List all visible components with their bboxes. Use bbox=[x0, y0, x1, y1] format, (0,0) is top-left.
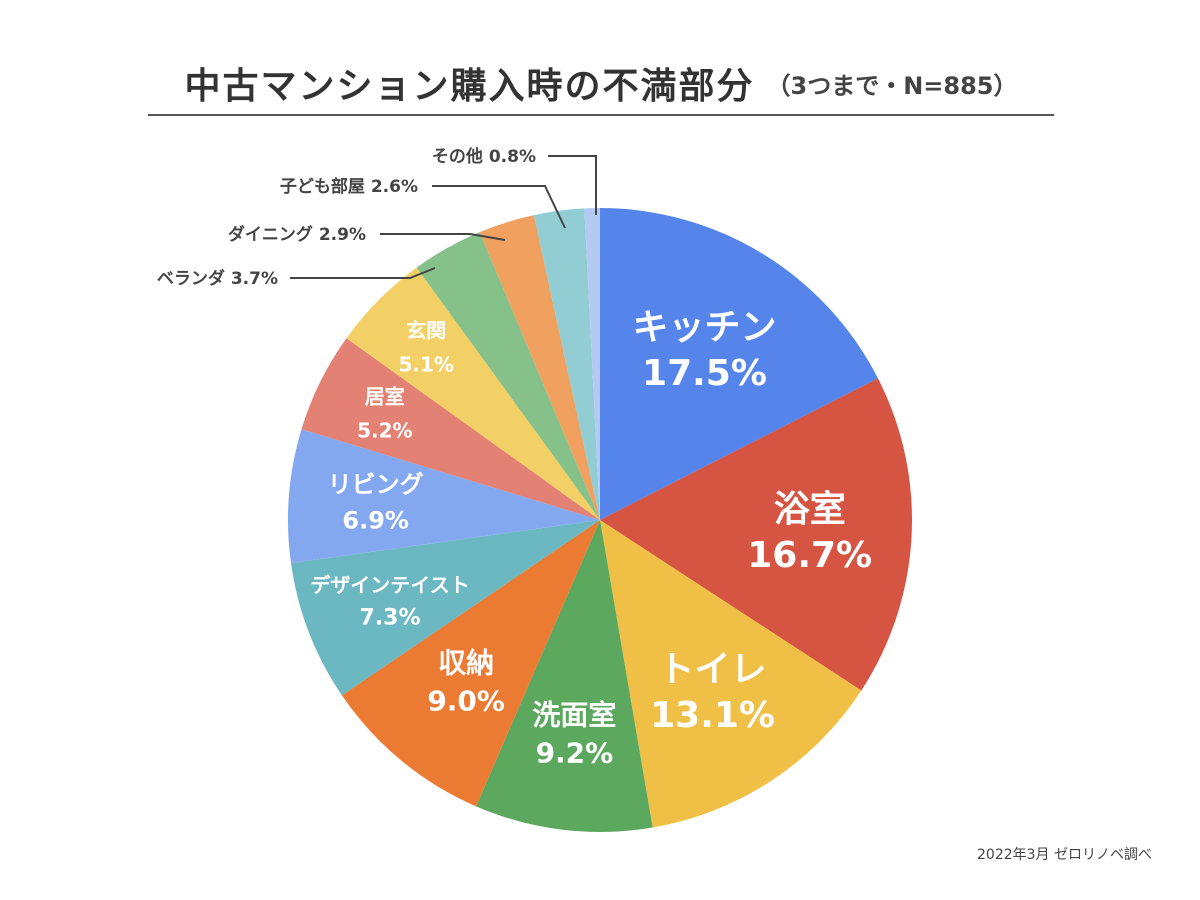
slice-3-wedge bbox=[600, 520, 862, 828]
slice-11-leader-line bbox=[380, 233, 506, 241]
slice-6-wedge bbox=[290, 520, 600, 696]
slice-3-label: トイレ bbox=[659, 649, 767, 690]
chart-title-block: 中古マンション購入時の不満部分 （3つまで・N=885） bbox=[148, 52, 1054, 116]
slice-5-value: 9.0% bbox=[427, 685, 505, 718]
slice-10-wedge bbox=[416, 232, 600, 520]
slice-6-label: デザインテイスト bbox=[310, 573, 469, 597]
slice-12-leader-line bbox=[432, 185, 566, 229]
slice-2-wedge bbox=[600, 378, 913, 691]
slice-5-label: 収納 bbox=[438, 647, 494, 680]
slice-9-wedge bbox=[346, 267, 600, 520]
slice-2-label: 浴室 bbox=[774, 489, 846, 530]
slice-4-wedge bbox=[476, 520, 653, 832]
slice-10-leader-line bbox=[290, 267, 436, 279]
slice-12-label: 子ども部屋 2.6% bbox=[280, 176, 418, 197]
slice-3-value: 13.1% bbox=[650, 695, 775, 736]
slice-8-label: 居室 bbox=[365, 385, 405, 409]
slice-10-label: ベランダ 3.7% bbox=[157, 268, 278, 289]
slice-1-label: キッチン bbox=[632, 307, 776, 348]
slice-8-wedge bbox=[301, 338, 600, 520]
chart-subtitle: （3つまで・N=885） bbox=[766, 71, 1018, 100]
slice-1-value: 17.5% bbox=[642, 353, 767, 394]
slice-9-value: 5.1% bbox=[398, 352, 453, 376]
slice-5-wedge bbox=[341, 520, 600, 807]
slice-11-wedge bbox=[479, 215, 600, 520]
slice-7-wedge bbox=[288, 429, 600, 563]
slice-7-label: リビング bbox=[328, 471, 424, 499]
source-note: 2022年3月 ゼロリノベ調べ bbox=[977, 847, 1152, 863]
slice-7-value: 6.9% bbox=[342, 507, 409, 535]
slice-13-leader-line bbox=[548, 155, 597, 215]
slice-11-label: ダイニング 2.9% bbox=[228, 224, 366, 245]
slice-2-value: 16.7% bbox=[747, 535, 872, 576]
chart-title: 中古マンション購入時の不満部分 bbox=[184, 66, 755, 107]
slice-9-label: 玄関 bbox=[406, 318, 446, 342]
slice-12-wedge bbox=[533, 208, 600, 520]
slice-4-value: 9.2% bbox=[536, 736, 614, 769]
slice-1-wedge bbox=[600, 208, 878, 520]
slice-13-wedge bbox=[584, 208, 600, 520]
slice-8-value: 5.2% bbox=[357, 419, 412, 443]
slice-13-label: その他 0.8% bbox=[432, 146, 536, 167]
slice-4-label: 洗面室 bbox=[532, 698, 616, 731]
slice-6-value: 7.3% bbox=[360, 606, 421, 631]
